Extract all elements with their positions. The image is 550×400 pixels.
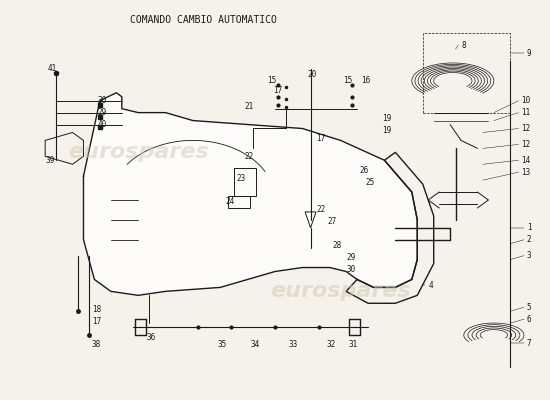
Text: 12: 12 bbox=[521, 124, 531, 133]
Text: 38: 38 bbox=[92, 340, 101, 350]
Text: 29: 29 bbox=[346, 253, 355, 262]
Polygon shape bbox=[84, 93, 417, 295]
Text: 5: 5 bbox=[527, 303, 531, 312]
Text: 23: 23 bbox=[236, 174, 246, 183]
Text: 22: 22 bbox=[316, 206, 325, 214]
Text: 30: 30 bbox=[346, 265, 355, 274]
Text: 10: 10 bbox=[521, 96, 531, 105]
Text: 39: 39 bbox=[45, 156, 54, 165]
Bar bbox=[228, 196, 250, 208]
Text: 8: 8 bbox=[461, 40, 466, 50]
Text: 1: 1 bbox=[527, 223, 531, 232]
Text: 22: 22 bbox=[245, 152, 254, 161]
Text: 18: 18 bbox=[92, 305, 101, 314]
Text: 36: 36 bbox=[146, 332, 156, 342]
Text: eurospares: eurospares bbox=[68, 142, 208, 162]
Text: 19: 19 bbox=[382, 126, 391, 135]
Text: 17: 17 bbox=[92, 317, 101, 326]
Text: 7: 7 bbox=[527, 338, 531, 348]
Text: 29: 29 bbox=[97, 108, 106, 117]
Text: 14: 14 bbox=[521, 156, 531, 165]
Text: 3: 3 bbox=[527, 251, 531, 260]
Text: 35: 35 bbox=[218, 340, 227, 350]
Text: 6: 6 bbox=[527, 315, 531, 324]
Text: 20: 20 bbox=[308, 70, 317, 79]
Text: 21: 21 bbox=[245, 102, 254, 111]
Text: 13: 13 bbox=[521, 168, 531, 177]
Text: 41: 41 bbox=[48, 64, 57, 74]
Text: 15: 15 bbox=[343, 76, 353, 85]
Bar bbox=[234, 168, 256, 196]
Text: 26: 26 bbox=[360, 166, 369, 175]
Text: 24: 24 bbox=[226, 198, 235, 206]
Text: 25: 25 bbox=[365, 178, 375, 187]
Text: 27: 27 bbox=[327, 217, 336, 226]
Text: 34: 34 bbox=[250, 340, 260, 350]
Text: 12: 12 bbox=[521, 140, 531, 149]
Text: 11: 11 bbox=[521, 108, 531, 117]
Text: 30: 30 bbox=[97, 96, 106, 105]
Text: 19: 19 bbox=[382, 114, 391, 123]
Text: 17: 17 bbox=[273, 86, 283, 95]
Text: 4: 4 bbox=[428, 281, 433, 290]
Text: 9: 9 bbox=[527, 48, 531, 58]
Text: 2: 2 bbox=[527, 235, 531, 244]
Text: 28: 28 bbox=[332, 241, 342, 250]
Text: 15: 15 bbox=[267, 76, 276, 85]
Text: COMANDO CAMBIO AUTOMATICO: COMANDO CAMBIO AUTOMATICO bbox=[130, 15, 277, 25]
Text: 40: 40 bbox=[97, 120, 106, 129]
Text: 31: 31 bbox=[349, 340, 358, 350]
Text: 17: 17 bbox=[316, 134, 325, 143]
Text: 33: 33 bbox=[289, 340, 298, 350]
Text: 16: 16 bbox=[361, 76, 371, 85]
Text: 32: 32 bbox=[327, 340, 336, 350]
Text: eurospares: eurospares bbox=[270, 281, 411, 301]
